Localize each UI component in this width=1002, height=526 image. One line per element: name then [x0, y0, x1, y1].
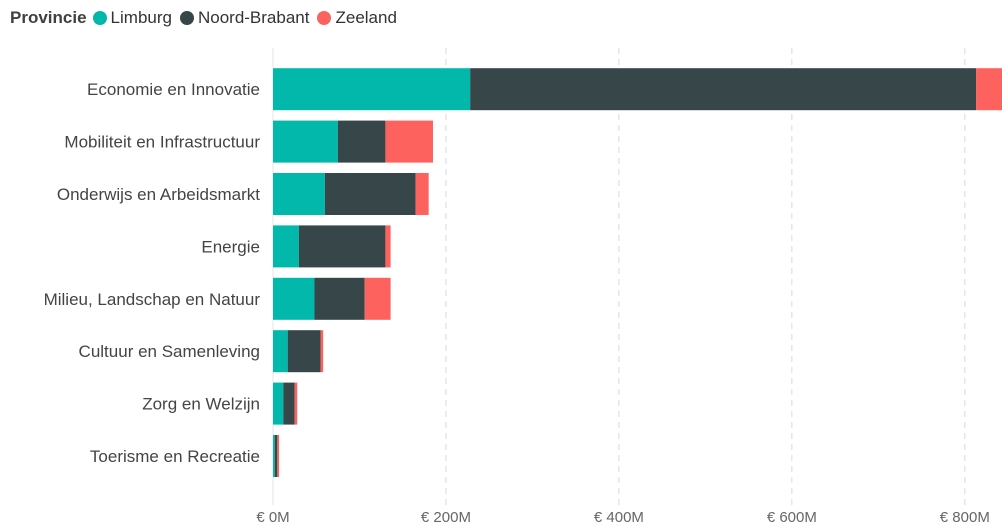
bar-milieu-landschap-en-natuur-noord-brabant[interactable]: [314, 277, 365, 320]
bar-cultuur-en-samenleving-limburg[interactable]: [273, 330, 288, 373]
legend-marker-limburg: [92, 11, 107, 25]
x-tick-labels: € 0M € 200M € 400M € 600M € 800M: [256, 509, 990, 526]
bar-toerisme-en-recreatie-limburg[interactable]: [273, 435, 275, 477]
legend-item-limburg[interactable]: Limburg: [92, 8, 172, 28]
legend-title: Provincie: [10, 8, 87, 27]
bar-economie-en-innovatie-noord-brabant[interactable]: [470, 68, 977, 111]
bar-milieu-landschap-en-natuur-zeeland[interactable]: [364, 277, 391, 320]
x-tick-label: € 600M: [767, 509, 817, 526]
bar-milieu-landschap-en-natuur-limburg[interactable]: [273, 277, 315, 320]
bar-energie-noord-brabant[interactable]: [298, 225, 386, 268]
bar-toerisme-en-recreatie-zeeland[interactable]: [277, 435, 280, 477]
legend-marker-noord-brabant: [179, 11, 194, 25]
bar-economie-en-innovatie-limburg[interactable]: [273, 68, 471, 111]
legend-item-noord-brabant[interactable]: Noord-Brabant: [179, 8, 310, 28]
category-label: Energie: [201, 237, 260, 256]
bar-mobiliteit-en-infrastructuur-zeeland[interactable]: [385, 120, 433, 163]
category-label: Toerisme en Recreatie: [90, 447, 260, 466]
legend-marker-zeeland: [317, 11, 332, 25]
bar-onderwijs-en-arbeidsmarkt-zeeland[interactable]: [415, 173, 429, 215]
x-tick-label: € 800M: [940, 509, 990, 526]
category-labels: Economie en Innovatie Mobiliteit en Infra…: [44, 80, 261, 466]
category-label: Mobiliteit en Infrastructuur: [64, 133, 260, 152]
bar-zorg-en-welzijn-limburg[interactable]: [273, 382, 284, 425]
bar-cultuur-en-samenleving-zeeland[interactable]: [320, 330, 324, 373]
bar-energie-limburg[interactable]: [273, 225, 299, 268]
bar-toerisme-en-recreatie-noord-brabant[interactable]: [274, 435, 278, 477]
bar-zorg-en-welzijn-zeeland[interactable]: [294, 382, 298, 425]
x-tick-label: € 200M: [421, 509, 471, 526]
legend: Provincie Limburg Noord-Brabant Zeeland: [10, 8, 405, 28]
legend-item-zeeland[interactable]: Zeeland: [317, 8, 397, 28]
x-tick-label: € 400M: [594, 509, 644, 526]
bar-mobiliteit-en-infrastructuur-noord-brabant[interactable]: [337, 120, 386, 163]
category-label: Cultuur en Samenleving: [79, 342, 260, 361]
category-label: Milieu, Landschap en Natuur: [44, 290, 261, 309]
category-label: Economie en Innovatie: [87, 80, 260, 99]
bar-economie-en-innovatie-zeeland[interactable]: [976, 68, 1002, 111]
legend-label-limburg: Limburg: [110, 8, 172, 27]
bar-energie-zeeland[interactable]: [385, 225, 391, 268]
bar-mobiliteit-en-infrastructuur-limburg[interactable]: [273, 120, 338, 163]
bar-onderwijs-en-arbeidsmarkt-limburg[interactable]: [273, 173, 325, 215]
gridlines: [272, 48, 966, 505]
legend-label-zeeland: Zeeland: [335, 8, 397, 27]
bar-zorg-en-welzijn-noord-brabant[interactable]: [283, 382, 295, 425]
legend-label-noord-brabant: Noord-Brabant: [197, 8, 310, 27]
bar-onderwijs-en-arbeidsmarkt-noord-brabant[interactable]: [324, 173, 416, 215]
category-label: Onderwijs en Arbeidsmarkt: [57, 185, 260, 204]
x-tick-label: € 0M: [256, 509, 289, 526]
bars: [273, 68, 1002, 477]
bar-cultuur-en-samenleving-noord-brabant[interactable]: [287, 330, 321, 373]
category-label: Zorg en Welzijn: [142, 395, 260, 414]
